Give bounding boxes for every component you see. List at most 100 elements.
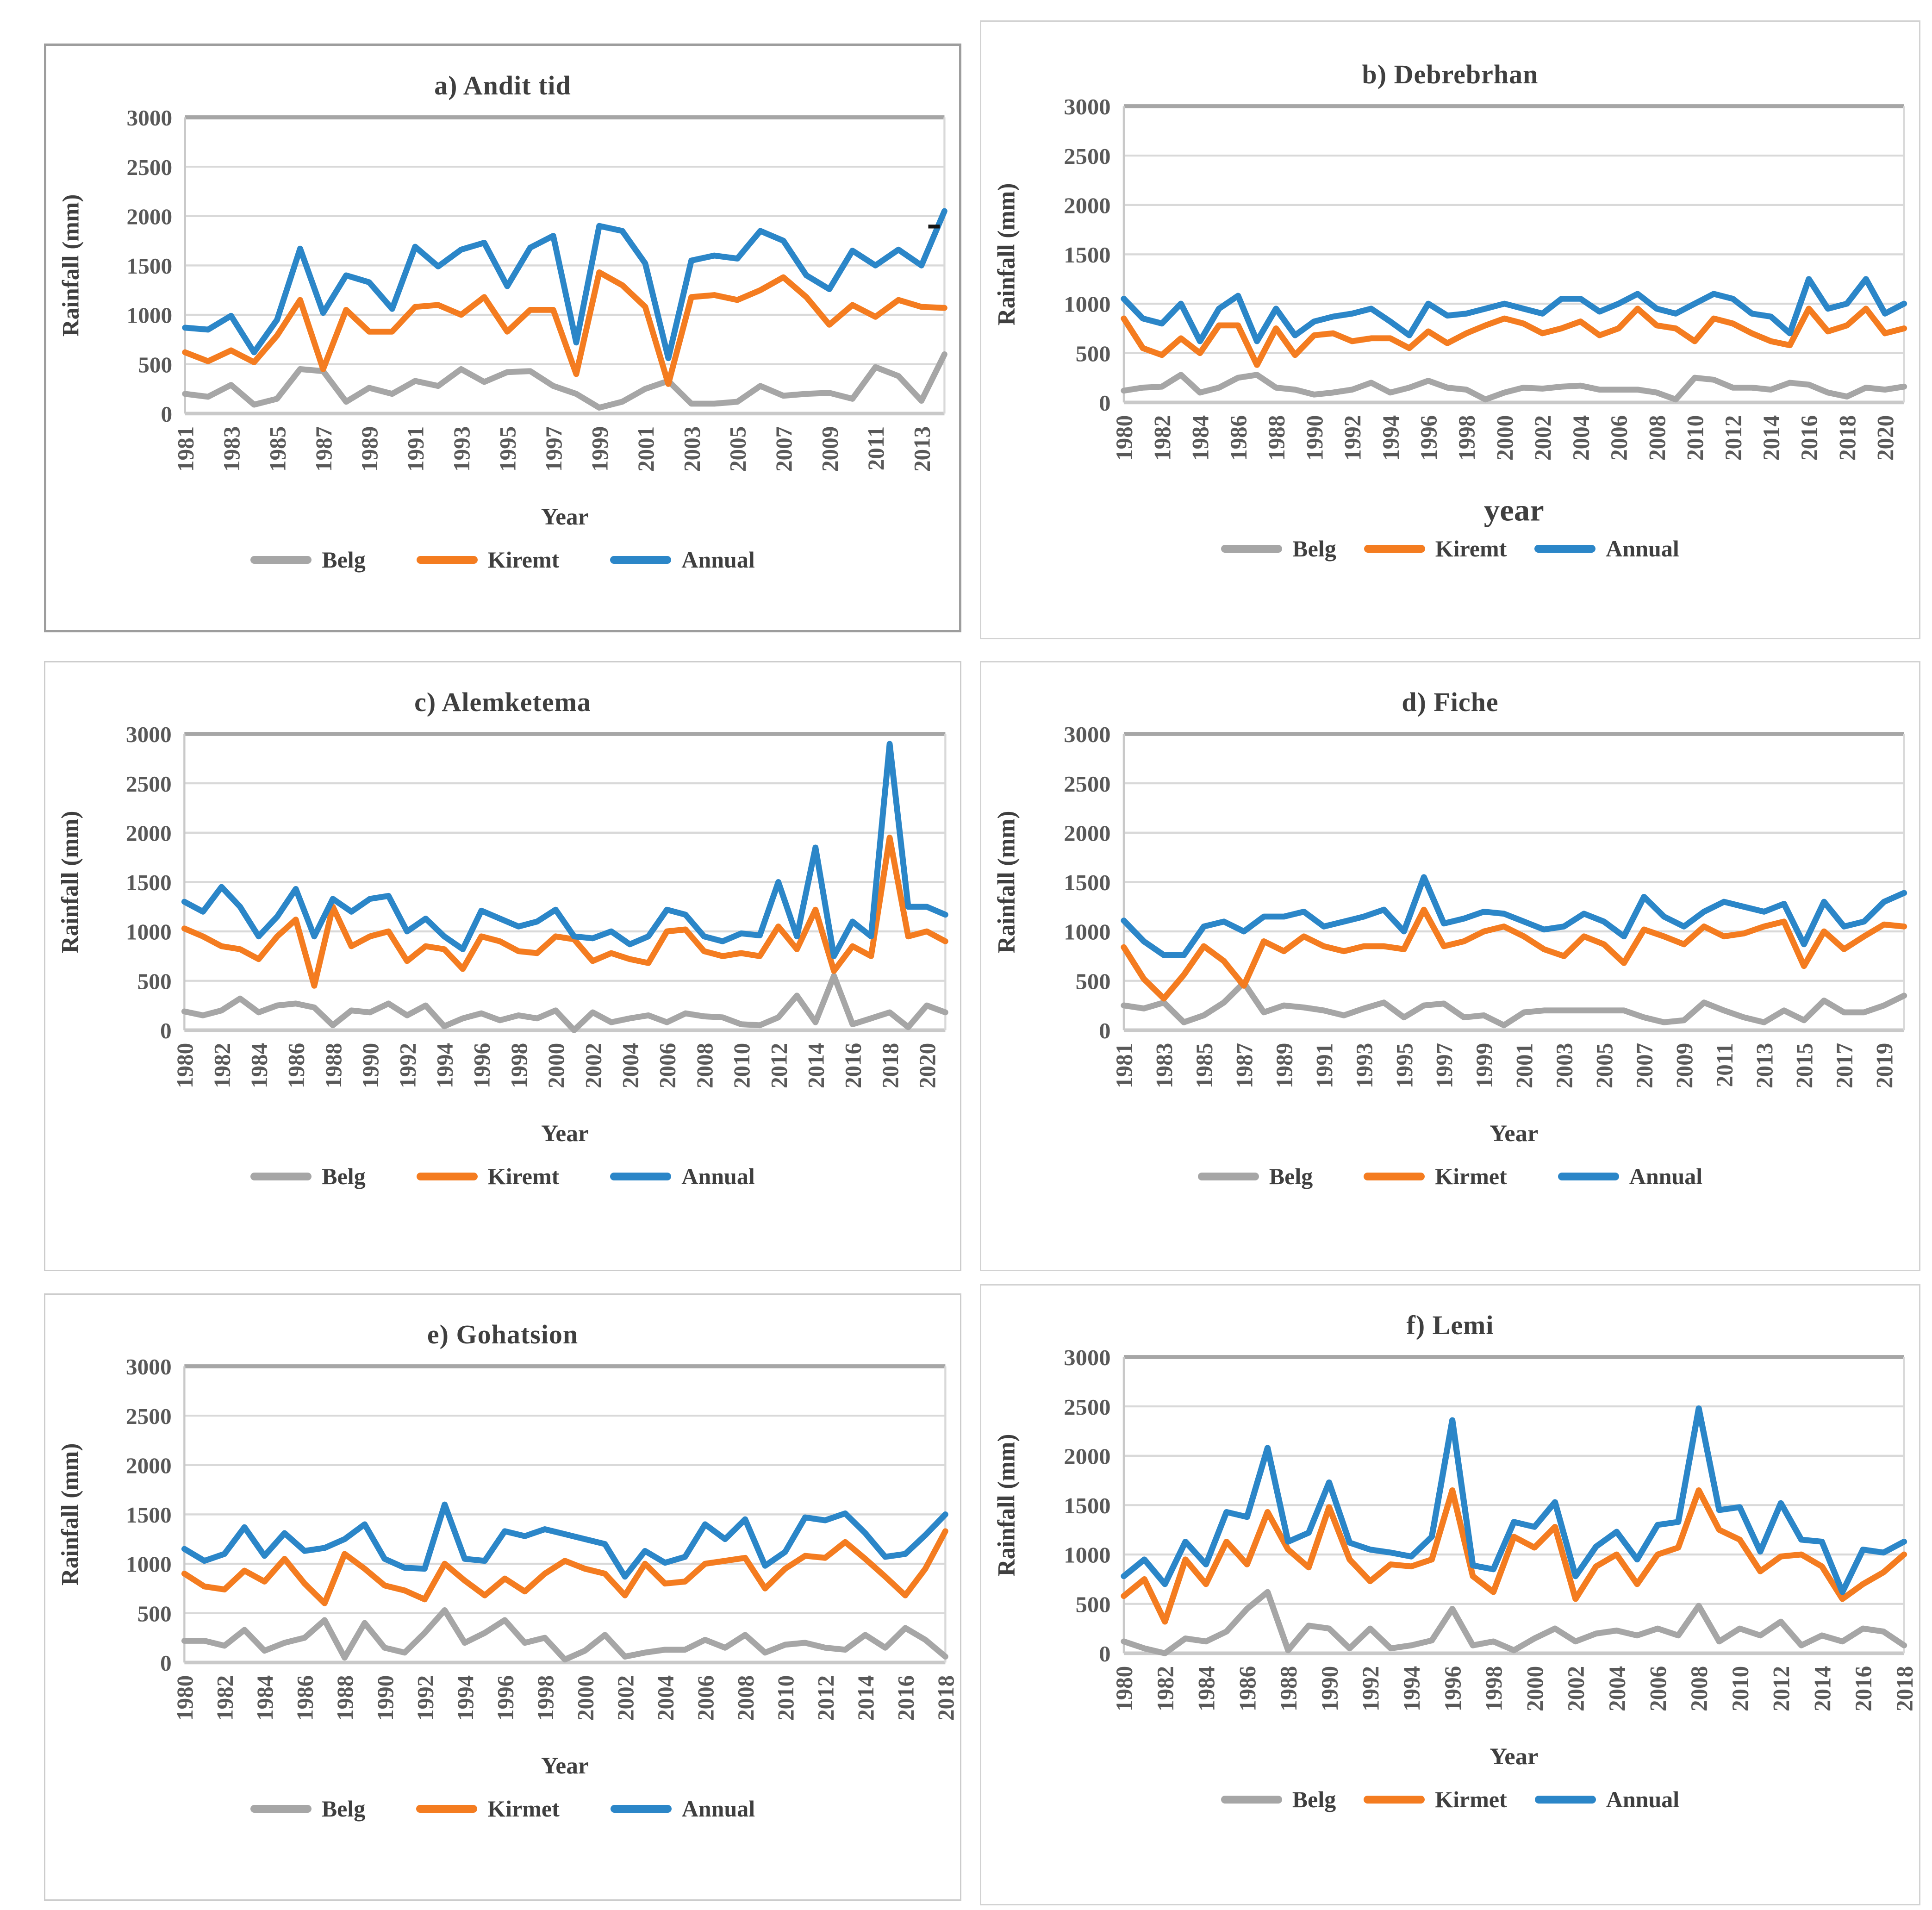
chart-panel-fiche: d) Fiche 0 500 1000 1500 2000 2500 3000 1981 1983…	[980, 661, 1920, 1271]
legend-swatch-annual	[610, 1172, 672, 1180]
legend-swatch-belg	[250, 1804, 312, 1813]
legend-label: Belg	[1292, 1786, 1336, 1812]
chart-legend: Belg Kirmet Annual	[45, 1795, 960, 1822]
y-tick-label: 1000	[1064, 919, 1110, 944]
x-tick-label: 1989	[357, 426, 382, 472]
x-tick-label: 1995	[1392, 1043, 1418, 1088]
y-tick-label: 0	[161, 401, 172, 427]
x-tick-label: 1986	[293, 1675, 318, 1721]
legend-item-belg: Belg	[1197, 1163, 1313, 1190]
y-tick-label: 0	[1099, 1018, 1110, 1043]
chart-title: d) Fiche	[1402, 687, 1499, 717]
x-tick-label: 1984	[1188, 415, 1214, 461]
x-tick-label: 2012	[766, 1043, 791, 1088]
series-line-annual	[1121, 874, 1907, 958]
chart-panel-debrebrhan: b) Debrebrhan 0 500 1000 1500 2000 2500 3000 198…	[980, 20, 1920, 639]
x-tick-label: 2002	[1563, 1666, 1589, 1711]
x-tick-label: 2007	[771, 426, 797, 472]
y-tick-label: 0	[160, 1018, 172, 1043]
x-tick-label: 2009	[817, 426, 843, 472]
x-tick-label: 1996	[1416, 415, 1442, 461]
legend-item-belg: Belg	[1221, 1786, 1336, 1813]
chart-title: e) Gohatsion	[427, 1319, 579, 1349]
x-tick-label: 1996	[469, 1043, 495, 1088]
x-tick-label: 2014	[1758, 415, 1784, 461]
x-tick-label: 2012	[1769, 1666, 1795, 1711]
chart-canvas: 0 500 1000 1500 2000 2500 3000 1980 1982 1984 1986…	[57, 1354, 959, 1779]
x-tick-label: 1987	[311, 426, 337, 472]
x-tick-label: 1998	[533, 1675, 558, 1721]
legend-swatch-kiremt	[416, 1172, 478, 1180]
x-tick-label: 2009	[1672, 1043, 1698, 1088]
y-tick-label: 1500	[1064, 1493, 1110, 1518]
y-tick-label: 1500	[126, 870, 172, 895]
x-tick-label: 2000	[1492, 415, 1518, 461]
x-tick-label: 2018	[878, 1043, 903, 1088]
x-tick-label: 1981	[173, 426, 198, 472]
legend-label: Kirmet	[487, 1796, 560, 1822]
x-tick-label: 2016	[841, 1043, 866, 1088]
x-tick-label: 1994	[1399, 1666, 1425, 1711]
x-tick-label: 2015	[1792, 1043, 1818, 1088]
x-tick-label: 1990	[1317, 1666, 1343, 1711]
x-tick-label: 1999	[587, 426, 612, 472]
y-axis-title: Rainfall (mm)	[993, 183, 1020, 326]
series-line-belg	[181, 1607, 948, 1663]
chart-legend: Belg Kiremt Annual	[45, 1163, 960, 1190]
legend-swatch-annual	[610, 1804, 672, 1813]
series-line-belg	[1121, 980, 1907, 1029]
chart-legend: Belg Kiremt Annual	[46, 546, 959, 573]
chart-legend: Belg Kirmet Annual	[981, 1163, 1919, 1190]
y-tick-label: 1500	[126, 1502, 172, 1528]
x-tick-label: 2012	[813, 1675, 838, 1721]
x-tick-label: 2010	[1727, 1666, 1753, 1711]
y-axis-title: Rainfall (mm)	[993, 811, 1020, 954]
x-tick-label: 1992	[412, 1675, 438, 1721]
chart-legend: Belg Kiremt Annual	[981, 535, 1919, 562]
x-tick-label: 1985	[1191, 1043, 1217, 1088]
x-tick-label: 1991	[403, 426, 429, 472]
y-axis-title: Rainfall (mm)	[57, 1443, 83, 1585]
legend-label: Belg	[321, 1796, 366, 1822]
x-tick-label: 2005	[725, 426, 751, 472]
y-tick-label: 3000	[126, 1354, 172, 1379]
series-line-belg	[1121, 372, 1907, 403]
x-tick-label: 2013	[1752, 1043, 1778, 1088]
x-tick-label: 1997	[1432, 1043, 1458, 1088]
x-tick-label: 2002	[1530, 415, 1556, 461]
series-line-annual	[181, 1501, 948, 1580]
legend-item-annual: Annual	[610, 546, 755, 573]
x-tick-label: 2014	[853, 1675, 879, 1721]
y-axis-title: Rainfall (mm)	[993, 1434, 1020, 1577]
legend-swatch-belg	[1221, 1795, 1282, 1804]
x-tick-label: 1997	[541, 426, 567, 472]
x-tick-label: 1998	[1481, 1666, 1507, 1711]
legend-swatch-annual	[1534, 1795, 1596, 1804]
legend-item-annual: Annual	[610, 1795, 755, 1822]
series-line-belg	[181, 973, 948, 1033]
series-line-annual	[1121, 1405, 1907, 1595]
legend-swatch-belg	[1197, 1172, 1259, 1180]
x-tick-label: 1982	[212, 1675, 238, 1721]
x-tick-label: 2006	[655, 1043, 680, 1088]
y-tick-label: 2000	[127, 204, 173, 230]
chart-panel-lemi: f) Lemi 0 500 1000 1500 2000 2500 3000 1980 1982 1…	[980, 1284, 1920, 1905]
y-tick-label: 3000	[126, 722, 172, 747]
legend-item-annual: Annual	[1534, 1786, 1679, 1813]
x-tick-label: 2020	[915, 1043, 940, 1088]
x-tick-label: 2019	[1872, 1043, 1898, 1088]
legend-item-belg: Belg	[1221, 535, 1336, 562]
legend-item-kirmet: Kirmet	[1364, 1163, 1507, 1190]
x-tick-label: 2016	[893, 1675, 918, 1721]
y-tick-label: 2500	[126, 1404, 172, 1429]
legend-item-belg: Belg	[250, 1795, 365, 1822]
y-axis-title: Rainfall (mm)	[58, 194, 84, 337]
legend-swatch-annual	[610, 556, 672, 564]
x-tick-label: 1982	[209, 1043, 235, 1088]
x-tick-label: 2018	[1892, 1666, 1918, 1711]
x-tick-label: 2010	[773, 1675, 798, 1721]
y-tick-label: 1500	[1064, 243, 1110, 268]
y-tick-label: 2500	[1064, 771, 1110, 796]
legend-swatch-belg	[250, 1172, 312, 1180]
chart-canvas: 0 500 1000 1500 2000 2500 3000 1980 1982 1984 1986…	[993, 94, 1907, 527]
